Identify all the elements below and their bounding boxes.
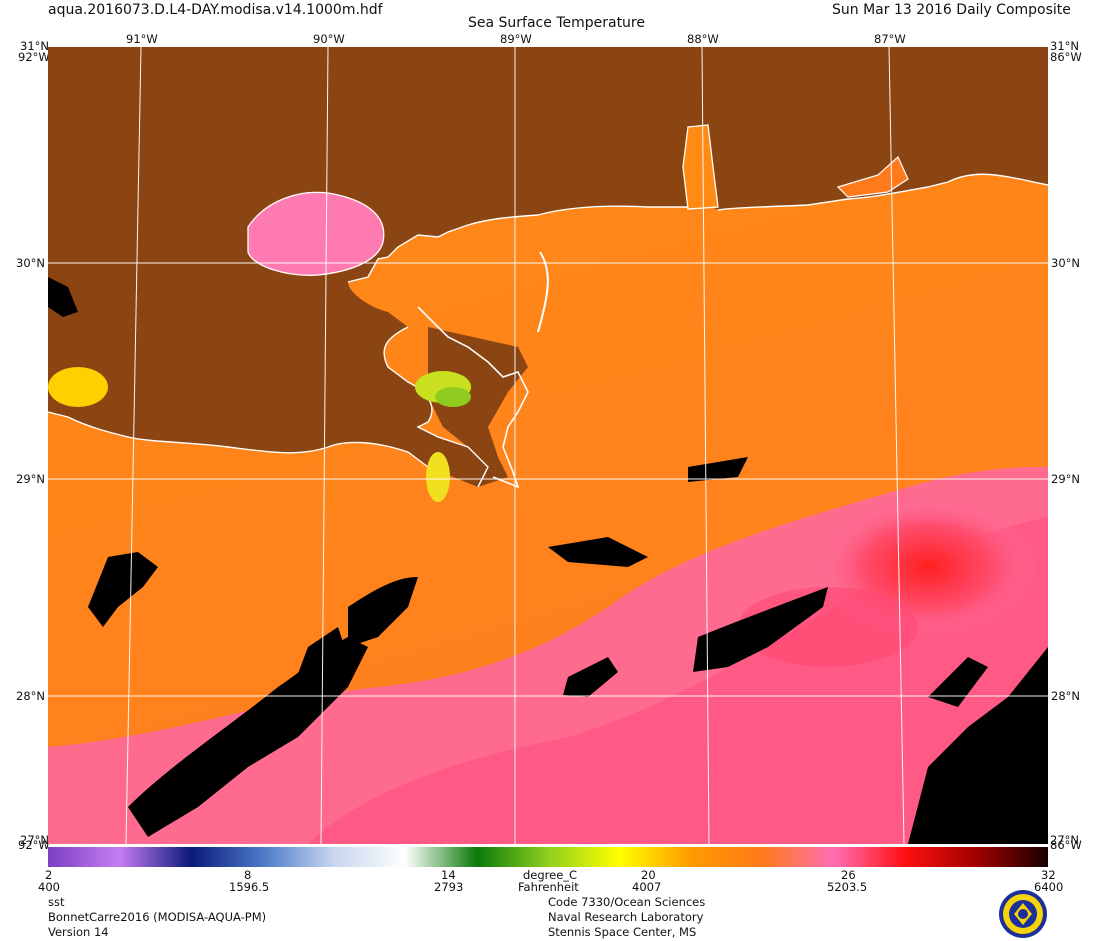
corner-bl-lon: 92°W bbox=[18, 838, 50, 852]
cbar-f-tick-5203: 5203.5 bbox=[827, 880, 868, 894]
sst-map[interactable] bbox=[48, 47, 1048, 844]
cbar-unit-fahrenheit: Fahrenheit bbox=[518, 880, 579, 894]
lat-label-30-right: 30°N bbox=[1051, 256, 1080, 270]
footer-lab: Naval Research Laboratory bbox=[548, 910, 704, 924]
cbar-c-tick-26: 26 bbox=[841, 868, 856, 882]
lat-label-28-right: 28°N bbox=[1051, 689, 1080, 703]
cbar-c-tick-20: 20 bbox=[641, 868, 656, 882]
lake-pontchartrain bbox=[247, 191, 385, 276]
river-plume-3 bbox=[426, 452, 450, 502]
river-plume-2 bbox=[435, 387, 471, 407]
corner-bl-lat: 27°N bbox=[20, 833, 49, 847]
footer-version: Version 14 bbox=[48, 925, 109, 939]
lat-label-29-right: 29°N bbox=[1051, 472, 1080, 486]
coastal-warm bbox=[48, 367, 108, 407]
lon-label-91: 91°W bbox=[126, 32, 158, 46]
corner-br-lon: 86°W bbox=[1050, 838, 1082, 852]
cbar-c-tick-32: 32 bbox=[1041, 868, 1056, 882]
lon-label-89: 89°W bbox=[500, 32, 532, 46]
graticule bbox=[48, 47, 1048, 844]
footer-code: Code 7330/Ocean Sciences bbox=[548, 895, 706, 909]
delta-land bbox=[428, 327, 528, 487]
cbar-f-tick-400: 400 bbox=[38, 880, 60, 894]
lat-label-30-left: 30°N bbox=[16, 256, 45, 270]
composite-date: Sun Mar 13 2016 Daily Composite bbox=[832, 2, 1071, 18]
lon-label-88: 88°W bbox=[687, 32, 719, 46]
file-name: aqua.2016073.D.L4-DAY.modisa.v14.1000m.h… bbox=[48, 2, 383, 18]
corner-tr-lat: 31°N bbox=[1050, 39, 1079, 53]
corner-br-lat: 27°N bbox=[1050, 833, 1079, 847]
corner-tr-lon: 86°W bbox=[1050, 50, 1082, 64]
corner-tl-lat: 31°N bbox=[20, 39, 49, 53]
footer-variable: sst bbox=[48, 895, 65, 909]
footer-dataset: BonnetCarre2016 (MODISA-AQUA-PM) bbox=[48, 910, 267, 924]
lat-label-29-left: 29°N bbox=[16, 472, 45, 486]
cbar-c-tick-14: 14 bbox=[441, 868, 456, 882]
cbar-f-tick-2793: 2793 bbox=[434, 880, 464, 894]
cbar-unit-celsius: degree_C bbox=[523, 868, 578, 882]
mobile-bay bbox=[682, 124, 719, 210]
corner-tl-lon: 92°W bbox=[18, 50, 50, 64]
land-mass bbox=[48, 47, 1048, 487]
chandeleur-islands bbox=[537, 251, 549, 333]
nrl-seal-icon bbox=[999, 890, 1047, 938]
pensacola-bay bbox=[836, 156, 909, 198]
map-title: Sea Surface Temperature bbox=[468, 15, 645, 31]
cbar-f-tick-4007: 4007 bbox=[632, 880, 662, 894]
footer-location: Stennis Space Center, MS bbox=[548, 925, 697, 939]
lat-label-28-left: 28°N bbox=[16, 689, 45, 703]
cbar-c-tick-8: 8 bbox=[244, 868, 252, 882]
cbar-c-tick-2: 2 bbox=[45, 868, 53, 882]
cbar-f-tick-1596: 1596.5 bbox=[229, 880, 270, 894]
cbar-f-tick-6400: 6400 bbox=[1034, 880, 1064, 894]
delta-coast bbox=[417, 306, 529, 489]
lon-label-87: 87°W bbox=[874, 32, 906, 46]
map-canvas bbox=[48, 47, 1048, 844]
temperature-colorbar bbox=[48, 847, 1048, 867]
lon-label-90: 90°W bbox=[313, 32, 345, 46]
